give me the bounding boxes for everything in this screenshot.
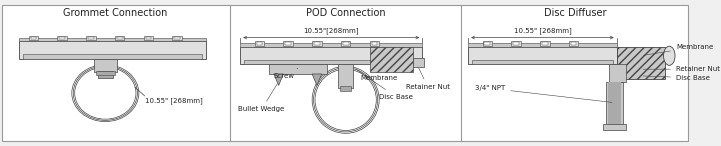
Bar (468, 47, 616, 64)
Bar (59, 37, 65, 39)
Bar (23, 54, 202, 59)
Polygon shape (274, 74, 283, 85)
Bar (58, 36, 67, 40)
Bar (115, 36, 125, 40)
Bar (244, 60, 418, 64)
Bar (286, 42, 291, 45)
Text: 3/4" NPT: 3/4" NPT (475, 85, 612, 102)
Bar (87, 36, 96, 40)
Text: Retainer Nut: Retainer Nut (406, 68, 450, 90)
Text: Disc Base: Disc Base (355, 69, 413, 100)
Bar (88, 37, 94, 39)
Bar (341, 41, 350, 46)
Text: POD Connection: POD Connection (306, 8, 386, 18)
Bar (342, 42, 348, 45)
Bar (472, 60, 613, 64)
Bar (570, 42, 576, 45)
Bar (257, 42, 262, 45)
Text: 10.55" [268mm]: 10.55" [268mm] (145, 97, 203, 104)
Bar (603, 124, 627, 130)
Bar (340, 86, 351, 91)
Bar (240, 47, 423, 64)
Bar (94, 59, 117, 72)
Text: Disc Base: Disc Base (643, 75, 710, 81)
Bar (312, 41, 322, 46)
Text: 10.55"[268mm]: 10.55"[268mm] (304, 27, 359, 34)
Bar (117, 37, 123, 39)
Bar (30, 37, 36, 39)
Bar (146, 37, 151, 39)
Bar (19, 41, 206, 59)
Bar (468, 43, 616, 47)
Bar (29, 36, 38, 40)
Text: Disc Diffuser: Disc Diffuser (544, 8, 606, 18)
Bar (482, 41, 492, 46)
Bar (370, 41, 379, 46)
Bar (269, 64, 327, 74)
Bar (371, 42, 377, 45)
Bar (174, 37, 180, 39)
Bar (19, 38, 206, 41)
Bar (513, 42, 519, 45)
Bar (143, 36, 153, 40)
Bar (370, 47, 412, 72)
Bar (96, 71, 115, 75)
Polygon shape (312, 74, 322, 85)
Bar (606, 82, 624, 125)
Bar (255, 41, 265, 46)
Bar (97, 71, 113, 78)
Bar (412, 58, 424, 67)
Text: Screw: Screw (274, 68, 298, 79)
Text: Grommet Connection: Grommet Connection (63, 8, 167, 18)
Bar (338, 64, 353, 88)
Bar (314, 42, 320, 45)
Bar (608, 82, 622, 125)
Text: 10.55" [268mm]: 10.55" [268mm] (513, 27, 571, 34)
Bar (540, 41, 549, 46)
Text: Membrane: Membrane (643, 44, 713, 55)
Text: Retainer Nut: Retainer Nut (643, 66, 720, 72)
Ellipse shape (663, 46, 675, 65)
Text: Membrane: Membrane (360, 69, 397, 81)
Bar (609, 64, 627, 82)
Bar (542, 42, 548, 45)
Bar (172, 36, 182, 40)
Bar (511, 41, 521, 46)
Text: Bullet Wedge: Bullet Wedge (239, 84, 285, 112)
Bar (283, 41, 293, 46)
Bar (569, 41, 578, 46)
Bar (616, 47, 665, 79)
Bar (240, 43, 423, 47)
Bar (485, 42, 490, 45)
